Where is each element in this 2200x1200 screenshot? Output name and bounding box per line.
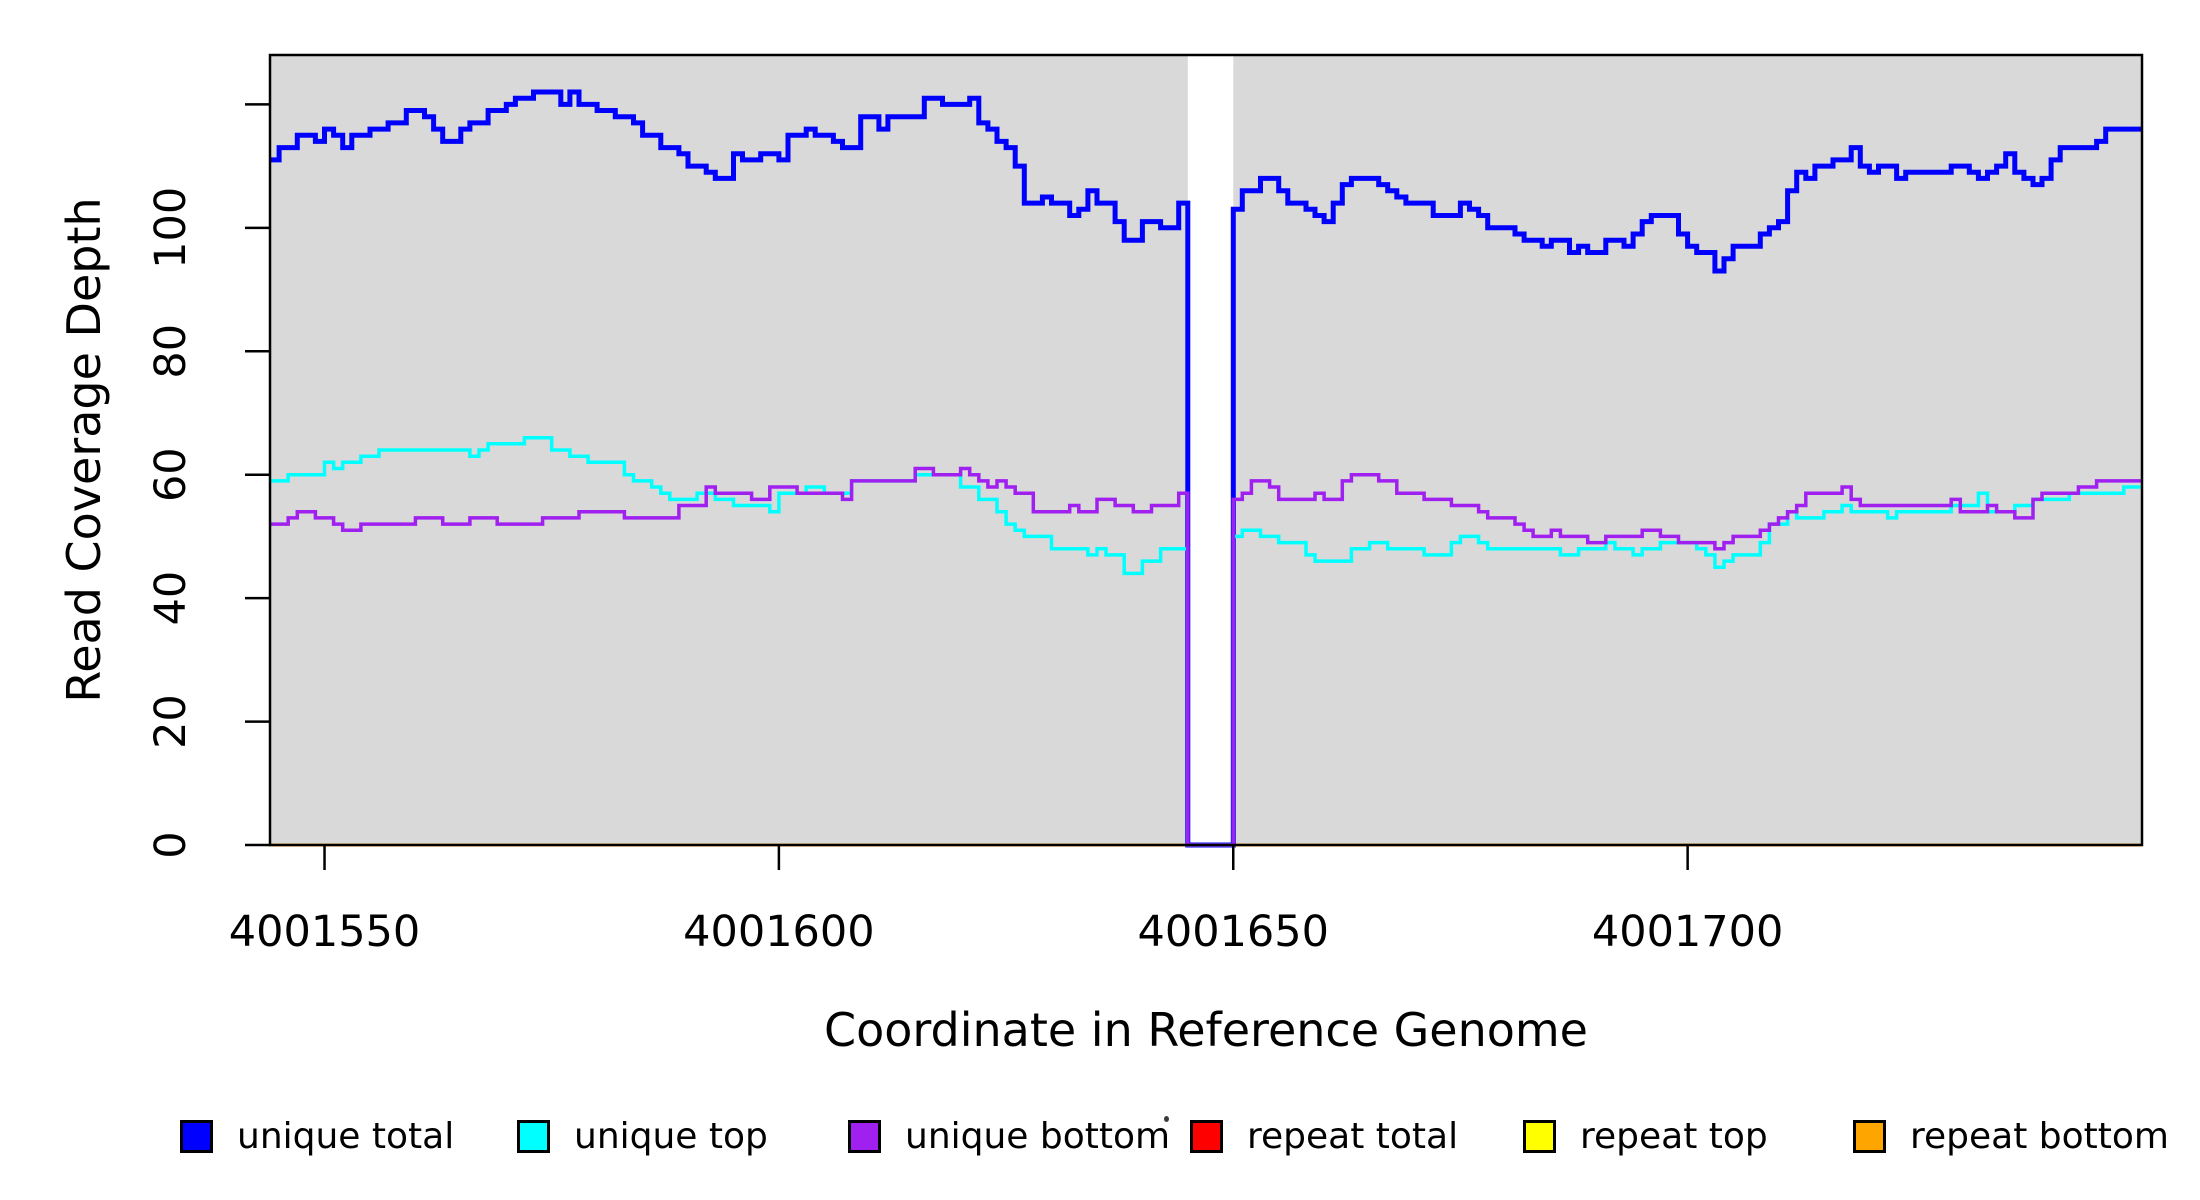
y-tick-label: 40 — [146, 571, 196, 626]
legend-swatch-unique-total — [180, 1120, 213, 1153]
legend-item-repeat-top: repeat top — [1523, 1116, 1768, 1157]
x-tick-label: 4001600 — [683, 907, 875, 957]
legend-item-unique-bottom: unique bottom — [848, 1116, 1170, 1157]
legend-item-unique-total: unique total — [180, 1116, 454, 1157]
y-axis-title: Read Coverage Depth — [57, 197, 111, 702]
x-axis-title: Coordinate in Reference Genome — [824, 1003, 1588, 1057]
legend-swatch-unique-top — [517, 1120, 550, 1153]
legend-swatch-repeat-top — [1523, 1120, 1556, 1153]
legend-label: repeat total — [1247, 1116, 1459, 1157]
y-tick-label: 60 — [146, 447, 196, 502]
y-tick-label: 20 — [146, 694, 196, 749]
series-unique-total — [270, 89, 2142, 848]
x-tick-label: 4001550 — [229, 907, 421, 957]
x-tick-label: 4001650 — [1138, 907, 1330, 957]
legend-label: unique top — [574, 1116, 768, 1157]
legend-item-unique-top: unique top — [517, 1116, 768, 1157]
legend-label: unique bottom — [905, 1116, 1171, 1157]
legend-swatch-repeat-bottom — [1853, 1120, 1886, 1153]
legend-item-repeat-bottom: repeat bottom — [1853, 1116, 2169, 1157]
plot-border — [268, 53, 2144, 847]
legend: unique total unique top unique bottom repea… — [0, 1116, 2200, 1166]
stray-mark — [1164, 1116, 1169, 1122]
legend-item-repeat-total: repeat total — [1190, 1116, 1458, 1157]
x-tick-label: 4001700 — [1592, 907, 1784, 957]
y-tick-label: 100 — [146, 187, 196, 269]
legend-label: repeat bottom — [1910, 1116, 2169, 1157]
legend-swatch-repeat-total — [1190, 1120, 1223, 1153]
legend-label: unique total — [237, 1116, 455, 1157]
y-tick-label: 80 — [146, 324, 196, 379]
legend-label: repeat top — [1580, 1116, 1768, 1157]
series-unique-bottom — [270, 466, 2142, 847]
y-tick-label: 0 — [146, 831, 196, 858]
legend-swatch-unique-bottom — [848, 1120, 881, 1153]
missing-data-gap — [1187, 55, 1234, 845]
